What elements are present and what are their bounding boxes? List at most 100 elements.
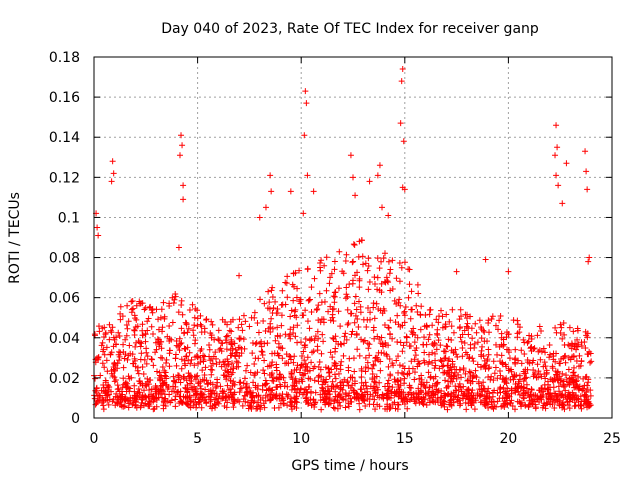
data-point (230, 404, 237, 411)
data-point (501, 398, 508, 405)
data-point (350, 389, 357, 396)
data-point (288, 386, 295, 393)
data-point (426, 331, 433, 338)
data-point (473, 329, 480, 336)
data-point (362, 403, 369, 410)
data-point (311, 401, 318, 408)
data-point (446, 367, 453, 374)
data-point (249, 350, 256, 357)
data-point (268, 188, 275, 195)
data-point (315, 335, 322, 342)
data-point (512, 385, 519, 392)
data-point (362, 260, 369, 267)
data-point (290, 297, 297, 304)
data-point (287, 188, 294, 195)
data-point (356, 277, 363, 284)
data-point (264, 340, 271, 347)
data-point (155, 388, 162, 395)
data-point (552, 324, 559, 331)
data-point (540, 345, 547, 352)
data-point (389, 257, 396, 264)
data-point (313, 307, 320, 314)
data-point (440, 369, 447, 376)
data-point (364, 359, 371, 366)
data-point (314, 328, 321, 335)
data-point (342, 295, 349, 302)
data-point (280, 395, 287, 402)
data-point (469, 378, 476, 385)
data-point (168, 336, 175, 343)
data-point (488, 404, 495, 411)
data-point (510, 317, 517, 324)
data-point (385, 325, 392, 332)
data-point (247, 369, 254, 376)
data-point (143, 345, 150, 352)
data-point (106, 321, 113, 328)
data-point (148, 356, 155, 363)
data-point (496, 343, 503, 350)
data-point (444, 343, 451, 350)
data-point (497, 372, 504, 379)
data-point (305, 297, 312, 304)
data-point (565, 366, 572, 373)
data-point (447, 373, 454, 380)
data-point (542, 349, 549, 356)
data-point (338, 341, 345, 348)
data-point (585, 258, 592, 265)
data-point (238, 385, 245, 392)
data-point (282, 360, 289, 367)
data-point (274, 310, 281, 317)
data-point (251, 309, 258, 316)
data-point (224, 358, 231, 365)
data-point (465, 331, 472, 338)
data-point (145, 315, 152, 322)
data-point (574, 327, 581, 334)
data-point (408, 328, 415, 335)
data-point (137, 343, 144, 350)
data-point (463, 406, 470, 413)
data-point (107, 351, 114, 358)
data-point (520, 368, 527, 375)
data-point (208, 318, 215, 325)
data-point (583, 388, 590, 395)
data-point (400, 342, 407, 349)
data-point (332, 333, 339, 340)
data-point (478, 335, 485, 342)
data-point (99, 325, 106, 332)
data-point (443, 370, 450, 377)
data-point (364, 340, 371, 347)
data-point (419, 400, 426, 407)
data-point (281, 379, 288, 386)
data-point (101, 364, 108, 371)
data-point (159, 324, 166, 331)
data-point (563, 160, 570, 167)
data-point (99, 339, 106, 346)
data-point (385, 324, 392, 331)
data-point (319, 385, 326, 392)
data-point (235, 324, 242, 331)
data-point (191, 362, 198, 369)
data-point (220, 372, 227, 379)
data-point (409, 331, 416, 338)
data-point (330, 404, 337, 411)
data-point (311, 377, 318, 384)
data-point (393, 301, 400, 308)
data-point (349, 328, 356, 335)
data-point (353, 331, 360, 338)
data-point (508, 387, 515, 394)
data-point (302, 399, 309, 406)
data-point (203, 377, 210, 384)
data-point (439, 324, 446, 331)
data-point (269, 377, 276, 384)
data-point (336, 248, 343, 255)
data-point (325, 365, 332, 372)
data-point (550, 378, 557, 385)
data-point (224, 382, 231, 389)
data-point (97, 372, 104, 379)
data-point (197, 321, 204, 328)
data-point (517, 400, 524, 407)
data-point (131, 382, 138, 389)
data-point (186, 375, 193, 382)
data-point (352, 312, 359, 319)
data-point (161, 399, 168, 406)
